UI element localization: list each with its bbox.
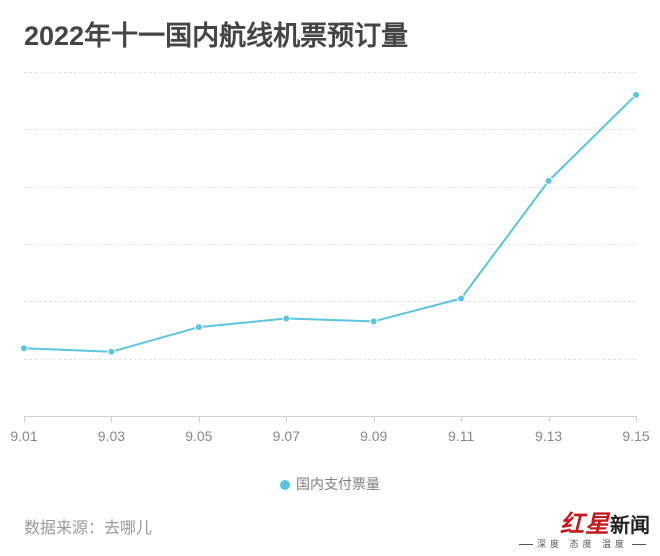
- x-axis-label: 9.01: [10, 428, 37, 444]
- chart-plot-area: 9.019.039.059.079.099.119.139.15: [24, 72, 636, 416]
- legend-label: 国内支付票量: [296, 476, 380, 492]
- data-point: [195, 324, 202, 331]
- x-axis-label: 9.09: [360, 428, 387, 444]
- watermark-tagline: 深度 态度 温度: [515, 537, 650, 550]
- watermark-brand: 红星: [560, 512, 610, 538]
- source-prefix: 数据来源：: [24, 520, 104, 537]
- x-tick: [461, 416, 462, 422]
- x-axis-label: 9.03: [98, 428, 125, 444]
- data-point: [458, 295, 465, 302]
- x-axis-label: 9.05: [185, 428, 212, 444]
- data-point: [633, 91, 640, 98]
- x-tick: [636, 416, 637, 422]
- watermark: 红星新闻 深度 态度 温度: [515, 504, 650, 550]
- x-axis-label: 9.15: [622, 428, 649, 444]
- data-point: [370, 318, 377, 325]
- chart-title: 2022年十一国内航线机票预订量: [24, 14, 408, 53]
- x-axis-line: [24, 416, 636, 417]
- x-tick: [286, 416, 287, 422]
- x-tick: [111, 416, 112, 422]
- data-point: [108, 348, 115, 355]
- x-tick: [549, 416, 550, 422]
- legend-marker: [280, 480, 290, 490]
- x-tick: [24, 416, 25, 422]
- x-tick: [199, 416, 200, 422]
- x-tick: [374, 416, 375, 422]
- data-point: [283, 315, 290, 322]
- chart-legend: 国内支付票量: [0, 474, 660, 494]
- x-axis-label: 9.11: [448, 428, 474, 444]
- data-point: [21, 345, 28, 352]
- x-axis-label: 9.07: [273, 428, 300, 444]
- source-name: 去哪儿: [104, 520, 152, 537]
- data-point: [545, 177, 552, 184]
- series-line: [24, 95, 636, 352]
- watermark-news: 新闻: [610, 515, 650, 537]
- x-axis-label: 9.13: [535, 428, 562, 444]
- line-series: [24, 72, 636, 416]
- data-source: 数据来源：去哪儿: [24, 514, 152, 538]
